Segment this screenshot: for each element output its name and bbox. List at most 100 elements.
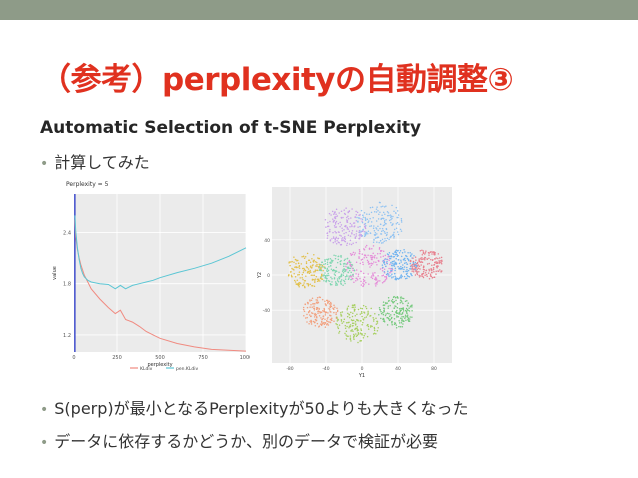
scatter-point [298, 273, 300, 276]
scatter-point [324, 303, 327, 305]
bullet-dot-icon: • [40, 435, 49, 451]
scatter-point [336, 318, 339, 320]
scatter-point [344, 269, 346, 271]
scatter-point [298, 267, 301, 269]
scatter-point [358, 216, 360, 219]
scatter-point [400, 277, 403, 279]
scatter-point [374, 278, 376, 281]
scatter-point [336, 278, 339, 280]
scatter-point [346, 216, 348, 219]
scatter-point [400, 307, 402, 310]
scatter-point [370, 221, 373, 223]
scatter-point [326, 318, 329, 320]
scatter-point [401, 319, 403, 321]
scatter-point [348, 313, 351, 316]
scatter-point [326, 322, 329, 325]
scatter-point [328, 303, 331, 305]
scatter-point [378, 241, 380, 244]
scatter-point [406, 308, 409, 311]
scatter-point [413, 254, 415, 257]
scatter-point [320, 267, 322, 269]
scatter-point [348, 259, 351, 262]
scatter-point [367, 324, 369, 326]
scatter-point [370, 211, 373, 214]
scatter-point [384, 276, 386, 278]
scatter-point [387, 255, 389, 258]
scatter-point [313, 271, 315, 273]
scatter-point [342, 274, 345, 276]
scatter-point [404, 316, 407, 318]
scatter-point [351, 224, 353, 226]
scatter-point [357, 275, 360, 277]
scatter-point [407, 302, 410, 304]
scatter-point [310, 323, 313, 325]
scatter-point [429, 273, 432, 275]
cluster [378, 295, 413, 329]
scatter-point [374, 272, 376, 274]
scatter-point [376, 233, 378, 235]
scatter-point [313, 285, 316, 287]
scatter-point [382, 274, 385, 276]
scatter-point [357, 331, 360, 334]
scatter-point [383, 219, 386, 222]
scatter-point [400, 322, 403, 324]
scatter-point [375, 285, 377, 287]
scatter-point [357, 226, 359, 228]
scatter-point [394, 297, 397, 299]
scatter-point [409, 252, 411, 254]
scatter-point [309, 320, 311, 323]
scatter-point [362, 216, 365, 218]
scatter-point [395, 299, 397, 302]
scatter-point [316, 296, 319, 299]
scatter-point [361, 307, 364, 310]
scatter-point [324, 326, 327, 328]
scatter-point [317, 278, 320, 280]
scatter-point [351, 230, 354, 232]
scatter-point [323, 263, 325, 266]
scatter-point [344, 327, 347, 330]
scatter-point [421, 254, 424, 256]
scatter-point [313, 259, 315, 262]
scatter-point [356, 279, 359, 281]
scatter-point [389, 263, 391, 266]
scatter-point [347, 215, 349, 218]
scatter-point [404, 259, 406, 262]
scatter-point [350, 274, 352, 277]
scatter-point [390, 300, 393, 302]
x-axis-label: perplexity [147, 362, 172, 368]
scatter-point [350, 265, 353, 267]
scatter-point [319, 268, 321, 270]
scatter-point [396, 316, 398, 318]
y-axis-label: Y2 [257, 272, 263, 279]
scatter-point [382, 266, 384, 269]
scatter-point [354, 225, 356, 227]
scatter-point [336, 309, 339, 312]
scatter-point [365, 281, 367, 284]
scatter-point [364, 219, 367, 222]
scatter-point [362, 282, 364, 284]
scatter-point [359, 250, 361, 253]
scatter-point [424, 256, 426, 259]
scatter-point [393, 260, 395, 262]
scatter-point [397, 316, 400, 318]
scatter-point [413, 265, 416, 268]
scatter-point [350, 311, 352, 314]
scatter-point [383, 280, 385, 283]
scatter-point [423, 257, 425, 260]
scatter-point [349, 316, 351, 319]
scatter-point [340, 254, 342, 257]
scatter-point [440, 262, 443, 265]
scatter-point [340, 320, 343, 322]
scatter-point [391, 310, 394, 313]
scatter-point [408, 276, 411, 278]
scatter-point [355, 241, 357, 244]
scatter-point [333, 311, 335, 314]
scatter-point [435, 261, 437, 263]
scatter-point [434, 261, 436, 264]
scatter-point [305, 265, 308, 268]
scatter-point [369, 266, 371, 268]
scatter-point [294, 266, 296, 269]
scatter-point [303, 310, 306, 312]
scatter-point [325, 323, 328, 326]
scatter-point [385, 273, 388, 276]
